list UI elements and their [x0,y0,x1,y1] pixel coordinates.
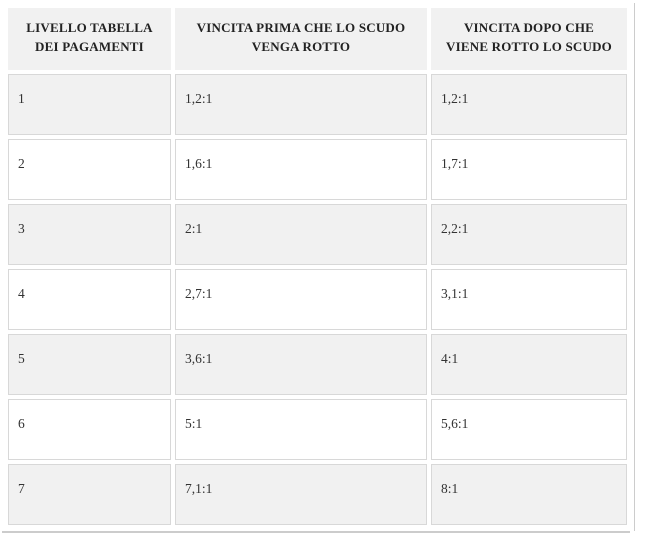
column-header-win-before-shield-broken: VINCITA PRIMA CHE LO SCUDO VENGA ROTTO [175,8,427,70]
table-row: 4 2,7:1 3,1:1 [8,269,627,330]
frame-right-border [634,3,635,531]
cell-level: 2 [8,139,171,200]
column-header-line: VINCITA PRIMA CHE LO SCUDO [196,20,406,35]
column-header-line: LIVELLO TABELLA [26,20,153,35]
cell-win-before: 5:1 [175,399,427,460]
cell-level: 1 [8,74,171,135]
cell-level: 7 [8,464,171,525]
column-header-line: VIENE ROTTO LO SCUDO [446,39,612,54]
cell-level: 3 [8,204,171,265]
cell-win-after: 1,7:1 [431,139,627,200]
cell-win-before: 3,6:1 [175,334,427,395]
column-header-line: DEI PAGAMENTI [35,39,144,54]
column-header-paytable-level: LIVELLO TABELLA DEI PAGAMENTI [8,8,171,70]
cell-win-after: 1,2:1 [431,74,627,135]
column-header-line: VENGA ROTTO [251,39,351,54]
cell-level: 5 [8,334,171,395]
header-row: LIVELLO TABELLA DEI PAGAMENTI VINCITA PR… [8,8,627,70]
cell-win-before: 7,1:1 [175,464,427,525]
cell-win-before: 1,6:1 [175,139,427,200]
cell-win-before: 2:1 [175,204,427,265]
cell-win-after: 5,6:1 [431,399,627,460]
cell-win-before: 2,7:1 [175,269,427,330]
cell-win-after: 4:1 [431,334,627,395]
payout-table: LIVELLO TABELLA DEI PAGAMENTI VINCITA PR… [4,4,631,529]
cell-level: 6 [8,399,171,460]
table-row: 7 7,1:1 8:1 [8,464,627,525]
table-row: 6 5:1 5,6:1 [8,399,627,460]
cell-level: 4 [8,269,171,330]
table-row: 1 1,2:1 1,2:1 [8,74,627,135]
cell-win-after: 2,2:1 [431,204,627,265]
frame-bottom-border [2,531,630,533]
table-row: 5 3,6:1 4:1 [8,334,627,395]
cell-win-after: 8:1 [431,464,627,525]
table-row: 2 1,6:1 1,7:1 [8,139,627,200]
cell-win-after: 3,1:1 [431,269,627,330]
column-header-win-after-shield-broken: VINCITA DOPO CHE VIENE ROTTO LO SCUDO [431,8,627,70]
cell-win-before: 1,2:1 [175,74,427,135]
table-row: 3 2:1 2,2:1 [8,204,627,265]
column-header-line: VINCITA DOPO CHE [463,20,595,35]
